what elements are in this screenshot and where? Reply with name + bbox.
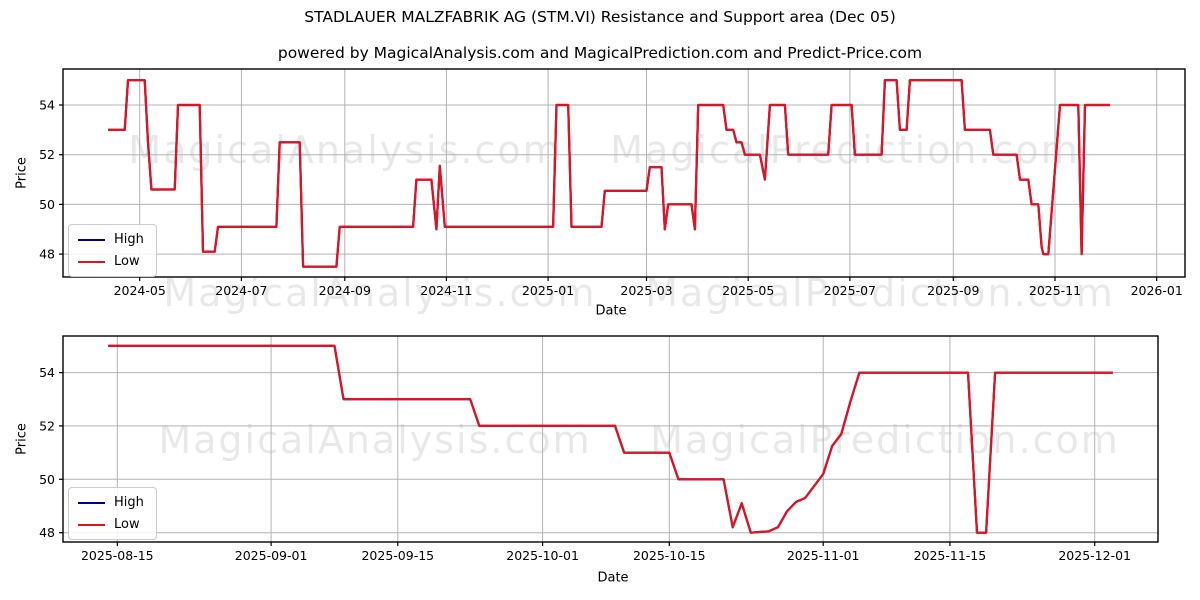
high-line-swatch <box>78 501 105 504</box>
legend-entry-high: High <box>78 232 144 247</box>
y-tick-label: 52 <box>39 147 55 162</box>
top-x-axis-label: Date <box>595 303 627 319</box>
legend-entry-high: High <box>78 495 144 510</box>
y-tick-label: 50 <box>39 197 55 212</box>
y-tick-label: 48 <box>39 525 55 540</box>
top-legend: High Low <box>68 224 157 277</box>
x-tick-label: 2025-10-01 <box>506 548 579 563</box>
y-tick-label: 54 <box>39 98 55 113</box>
legend-entry-low: Low <box>78 517 144 532</box>
low-line-swatch <box>78 523 105 526</box>
y-tick-label: 52 <box>39 418 55 433</box>
x-tick-label: 2025-09-01 <box>235 548 308 563</box>
x-tick-label: 2025-11-15 <box>914 548 987 563</box>
legend-high-label: High <box>114 495 144 510</box>
bottom-legend: High Low <box>68 487 157 540</box>
low-line <box>108 344 1113 534</box>
x-tick-label: 2025-08-15 <box>81 548 154 563</box>
top-y-axis-label: Price <box>14 157 30 189</box>
x-tick-label: 2024-07 <box>215 283 267 298</box>
x-tick-label: 2024-11 <box>420 283 472 298</box>
y-tick-label: 48 <box>39 247 55 262</box>
x-tick-label: 2025-03 <box>620 283 672 298</box>
x-tick-label: 2025-09-15 <box>361 548 434 563</box>
bottom-chart: 2025-08-15 2025-09-01 2025-09-15 2025-10-01… <box>39 335 1159 563</box>
high-line <box>108 344 1113 534</box>
legend-high-label: High <box>114 232 144 247</box>
low-line <box>108 79 1110 268</box>
chart-title: STADLAUER MALZFABRIK AG (STM.VI) Resista… <box>304 8 896 26</box>
x-tick-label: 2025-10-15 <box>633 548 706 563</box>
x-tick-label: 2024-09 <box>319 283 371 298</box>
bottom-y-axis-label: Price <box>14 423 30 455</box>
x-tick-label: 2025-09 <box>927 283 979 298</box>
y-tick-label: 50 <box>39 472 55 487</box>
x-tick-label: 2026-01 <box>1131 283 1183 298</box>
high-line-swatch <box>78 238 105 241</box>
top-chart: 2024-05 2024-07 2024-09 2024-11 2025-01 2025-… <box>39 68 1186 298</box>
x-tick-label: 2025-11-01 <box>787 548 860 563</box>
bottom-x-axis-label: Date <box>597 570 629 586</box>
legend-low-label: Low <box>114 517 140 532</box>
x-tick-label: 2025-12-01 <box>1058 548 1131 563</box>
x-tick-label: 2025-05 <box>722 283 774 298</box>
chart-subtitle: powered by MagicalAnalysis.com and Magic… <box>277 44 923 62</box>
legend-low-label: Low <box>114 254 140 269</box>
high-line <box>108 79 1110 268</box>
x-tick-label: 2025-01 <box>522 283 574 298</box>
x-tick-label: 2025-07 <box>824 283 876 298</box>
x-tick-label: 2024-05 <box>114 283 166 298</box>
legend-entry-low: Low <box>78 254 144 269</box>
low-line-swatch <box>78 260 105 263</box>
y-tick-label: 54 <box>39 365 55 380</box>
x-tick-label: 2025-11 <box>1029 283 1081 298</box>
